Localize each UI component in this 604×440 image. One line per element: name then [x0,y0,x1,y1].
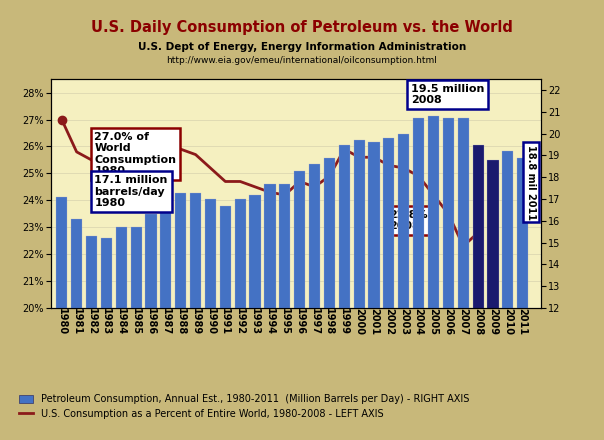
Text: 1998: 1998 [324,308,335,335]
Bar [56,197,67,440]
Text: 17.1 million
barrels/day
1980: 17.1 million barrels/day 1980 [94,175,168,208]
Text: 1980: 1980 [57,308,67,335]
Text: 2008: 2008 [473,308,483,335]
Bar [368,143,379,440]
Bar [115,227,127,440]
Text: 1992: 1992 [235,308,245,335]
Bar [443,118,454,440]
Text: 1993: 1993 [250,308,260,335]
Bar [249,194,261,440]
Text: 2001: 2001 [369,308,379,335]
Bar [458,118,469,440]
Bar [384,138,394,440]
Bar [324,158,335,440]
Bar [71,219,82,440]
Text: 1982: 1982 [86,308,97,335]
Text: 27.0% of
World
Consumption
1980: 27.0% of World Consumption 1980 [94,132,176,176]
Text: 2000: 2000 [354,308,364,335]
Bar [205,199,216,440]
Text: 2009: 2009 [488,308,498,335]
Bar [234,199,246,440]
Bar [160,205,172,440]
Text: 1987: 1987 [161,308,171,335]
Text: 1991: 1991 [220,308,230,335]
Bar [398,134,410,440]
Bar [309,164,320,440]
Text: 2006: 2006 [443,308,454,335]
Bar [413,118,424,440]
Text: 1985: 1985 [131,308,141,335]
Bar [86,236,97,440]
Bar [220,205,231,440]
Text: 2011: 2011 [518,308,528,335]
Text: 19.5 million
2008: 19.5 million 2008 [411,84,484,105]
Text: 1986: 1986 [146,308,156,335]
Bar [503,151,513,440]
Bar [472,145,484,440]
Bar [428,116,439,440]
Text: 2005: 2005 [428,308,439,335]
Bar [353,140,365,440]
Text: 2007: 2007 [458,308,468,335]
Bar [146,214,156,440]
Text: 1997: 1997 [309,308,320,335]
Bar [279,184,291,440]
Bar [265,184,275,440]
Text: 1999: 1999 [339,308,349,335]
Bar [101,238,112,440]
Text: 1988: 1988 [176,308,185,335]
Text: 18.8 mil 2011: 18.8 mil 2011 [526,145,536,220]
Text: U.S. Daily Consumption of Petroleum vs. the World: U.S. Daily Consumption of Petroleum vs. … [91,20,513,35]
Text: 2003: 2003 [399,308,409,335]
Bar [517,158,528,440]
Text: 22.8%
2008: 22.8% 2008 [389,210,428,231]
Text: 1996: 1996 [295,308,304,335]
Legend: Petroleum Consumption, Annual Est., 1980-2011  (Million Barrels per Day) - RIGHT: Petroleum Consumption, Annual Est., 1980… [17,392,472,421]
Text: 2002: 2002 [384,308,394,335]
Bar [190,193,201,440]
Text: 1990: 1990 [205,308,216,335]
Text: 1983: 1983 [101,308,111,335]
Text: 1994: 1994 [265,308,275,335]
Text: 1981: 1981 [72,308,82,335]
Text: http://www.eia.gov/emeu/international/oilconsumption.html: http://www.eia.gov/emeu/international/oi… [167,56,437,65]
Text: 2010: 2010 [503,308,513,335]
Bar [130,227,142,440]
Text: U.S. Dept of Energy, Energy Information Administration: U.S. Dept of Energy, Energy Information … [138,42,466,52]
Bar [294,171,305,440]
Text: 1995: 1995 [280,308,290,335]
Text: 2004: 2004 [414,308,423,335]
Bar [339,145,350,440]
Bar [487,160,498,440]
Text: 1984: 1984 [116,308,126,335]
Text: 1989: 1989 [191,308,201,335]
Bar [175,193,186,440]
